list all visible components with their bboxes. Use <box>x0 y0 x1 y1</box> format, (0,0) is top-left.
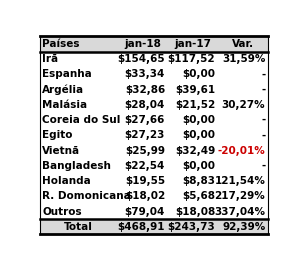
Text: $28,04: $28,04 <box>125 100 165 110</box>
Bar <box>40 143 268 158</box>
Text: R. Domonicana: R. Domonicana <box>42 191 131 201</box>
Text: $22,54: $22,54 <box>125 161 165 171</box>
Text: 30,27%: 30,27% <box>222 100 266 110</box>
Text: $27,23: $27,23 <box>125 130 165 140</box>
Text: Argélia: Argélia <box>42 84 84 95</box>
Bar <box>40 128 268 143</box>
Text: $18,02: $18,02 <box>125 191 165 201</box>
Text: $154,65: $154,65 <box>118 54 165 64</box>
Text: $25,99: $25,99 <box>125 146 165 156</box>
Text: Egito: Egito <box>42 130 73 140</box>
Text: 337,04%: 337,04% <box>214 207 266 217</box>
Text: Total: Total <box>64 222 93 232</box>
Text: $19,55: $19,55 <box>125 176 165 186</box>
Text: Irã: Irã <box>42 54 58 64</box>
Text: 217,29%: 217,29% <box>214 191 266 201</box>
Text: $32,86: $32,86 <box>125 85 165 95</box>
Text: 31,59%: 31,59% <box>222 54 266 64</box>
Text: 121,54%: 121,54% <box>214 176 266 186</box>
Text: $27,66: $27,66 <box>125 115 165 125</box>
Text: Holanda: Holanda <box>42 176 91 186</box>
Bar <box>40 189 268 204</box>
Text: Coreia do Sul: Coreia do Sul <box>42 115 121 125</box>
Text: $33,34: $33,34 <box>125 69 165 79</box>
Text: Var.: Var. <box>232 39 254 49</box>
Text: Países: Países <box>42 39 80 49</box>
Bar <box>40 219 268 234</box>
Bar <box>40 204 268 219</box>
Text: $79,04: $79,04 <box>125 207 165 217</box>
Text: -: - <box>261 115 266 125</box>
Text: $0,00: $0,00 <box>182 69 215 79</box>
Text: Vietnã: Vietnã <box>42 146 80 156</box>
Text: Malásia: Malásia <box>42 100 87 110</box>
Bar <box>40 173 268 189</box>
Text: $8,83: $8,83 <box>182 176 215 186</box>
Bar <box>40 158 268 173</box>
Bar <box>40 113 268 128</box>
Text: $18,08: $18,08 <box>175 207 215 217</box>
Bar <box>40 67 268 82</box>
Text: $117,52: $117,52 <box>168 54 215 64</box>
Bar <box>40 51 268 67</box>
Text: Espanha: Espanha <box>42 69 92 79</box>
Bar <box>40 82 268 97</box>
Text: $5,68: $5,68 <box>182 191 215 201</box>
Text: Bangladesh: Bangladesh <box>42 161 111 171</box>
Text: -: - <box>261 69 266 79</box>
Text: $0,00: $0,00 <box>182 115 215 125</box>
Text: jan-18: jan-18 <box>124 39 161 49</box>
Text: $468,91: $468,91 <box>118 222 165 232</box>
Text: $0,00: $0,00 <box>182 130 215 140</box>
Text: jan-17: jan-17 <box>174 39 211 49</box>
Bar <box>40 36 268 51</box>
Text: -: - <box>261 85 266 95</box>
Text: Outros: Outros <box>42 207 82 217</box>
Text: $243,73: $243,73 <box>167 222 215 232</box>
Text: $0,00: $0,00 <box>182 161 215 171</box>
Text: -20,01%: -20,01% <box>218 146 266 156</box>
Bar <box>40 97 268 113</box>
Text: -: - <box>261 130 266 140</box>
Text: $32,49: $32,49 <box>175 146 215 156</box>
Text: -: - <box>261 161 266 171</box>
Text: $39,61: $39,61 <box>175 85 215 95</box>
Text: 92,39%: 92,39% <box>222 222 266 232</box>
Text: $21,52: $21,52 <box>175 100 215 110</box>
